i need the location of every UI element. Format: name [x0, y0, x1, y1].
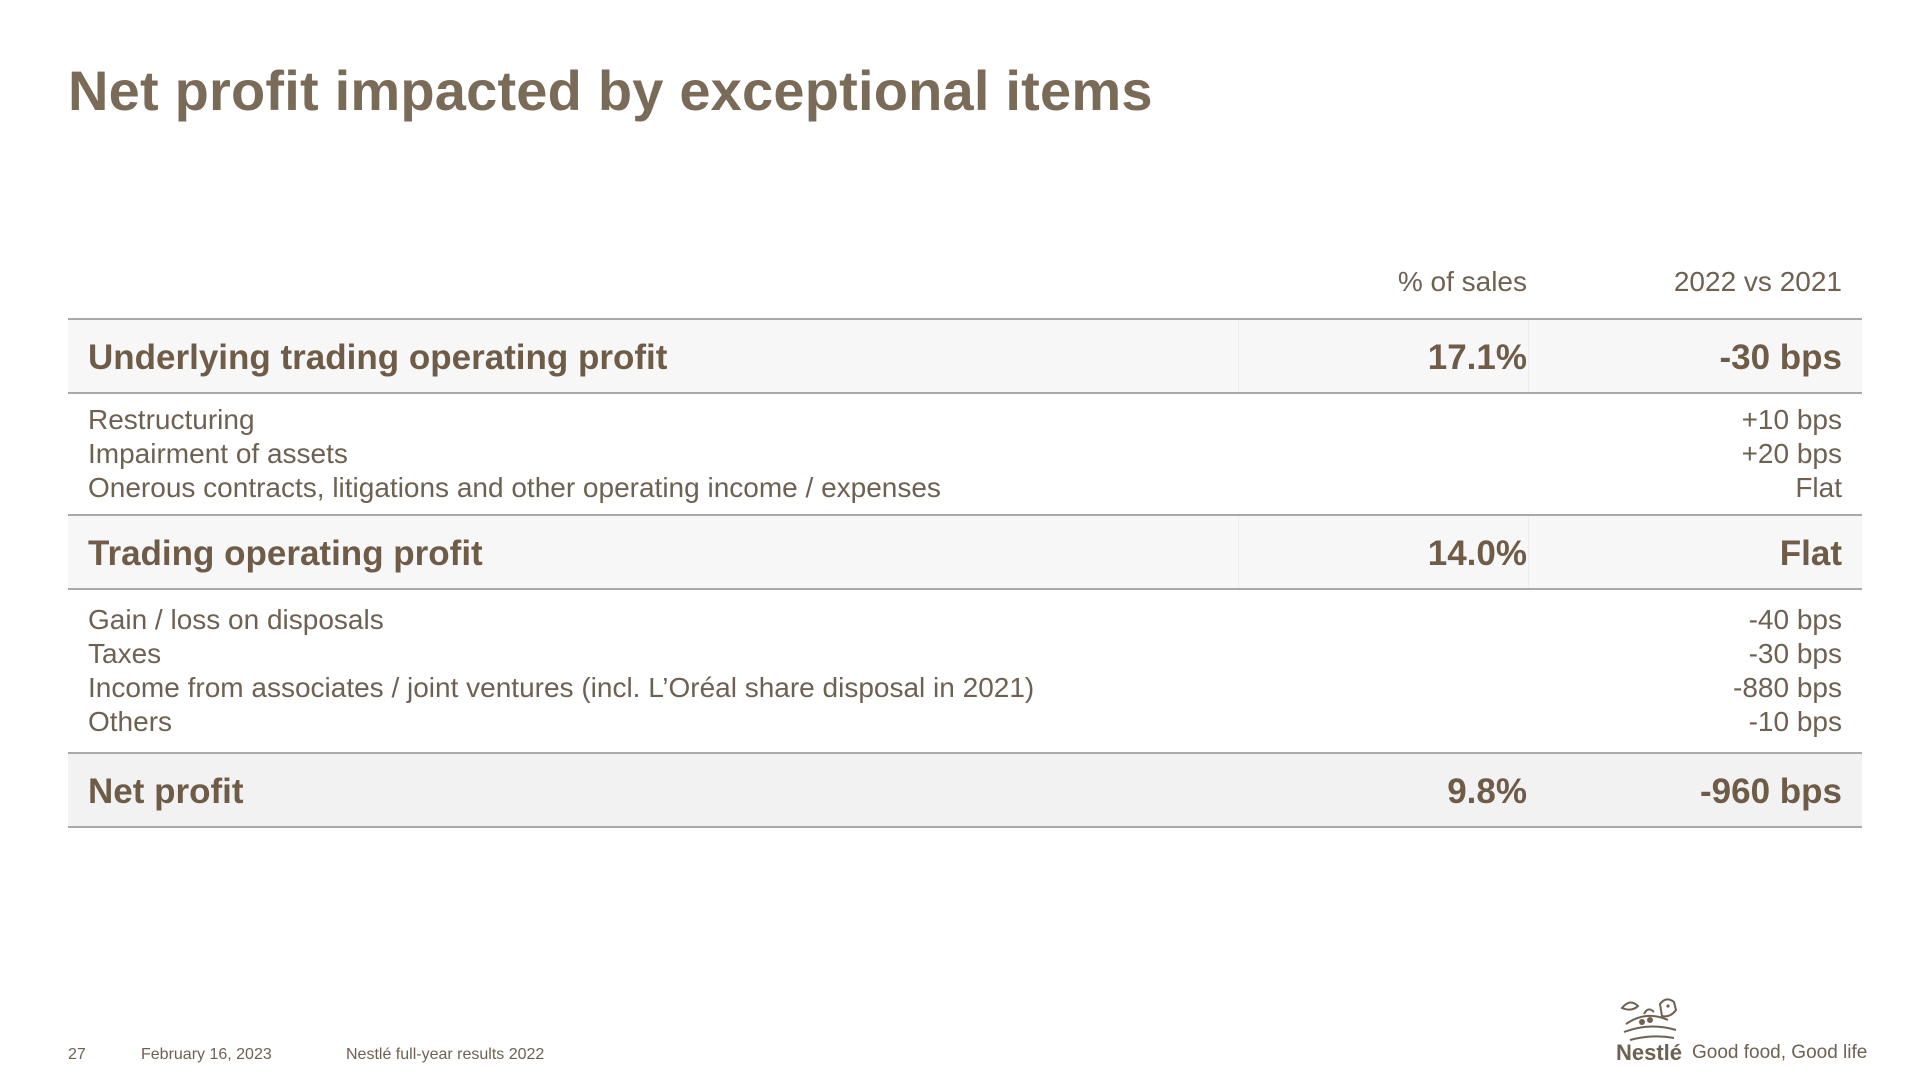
- detail-group-operating: Restructuring +10 bps Impairment of asse…: [68, 394, 1862, 514]
- detail-value: +10 bps: [1741, 404, 1842, 435]
- detail-label: Restructuring: [88, 404, 255, 435]
- footer-page-number: 27: [68, 1046, 86, 1063]
- brand-tagline: Good food, Good life: [1692, 1042, 1868, 1063]
- column-header-change: 2022 vs 2021: [1673, 266, 1842, 297]
- detail-value: -880 bps: [1733, 672, 1842, 703]
- row-label: Underlying trading operating profit: [88, 338, 668, 377]
- row-trading-operating-profit: Trading operating profit 14.0% Flat: [68, 514, 1862, 590]
- detail-label: Others: [88, 706, 173, 737]
- column-divider: [1238, 320, 1239, 392]
- detail-value: -30 bps: [1748, 638, 1842, 669]
- footer-date: February 16, 2023: [141, 1046, 272, 1063]
- row-pct-sales: 14.0%: [1427, 534, 1527, 573]
- detail-row-gain-loss-disposals: Gain / loss on disposals -40 bps: [68, 604, 1862, 638]
- detail-row-associates: Income from associates / joint ventures …: [68, 672, 1862, 706]
- detail-value: -10 bps: [1748, 706, 1842, 737]
- detail-row-others: Others -10 bps: [68, 706, 1862, 740]
- detail-row-onerous-contracts: Onerous contracts, litigations and other…: [68, 472, 1862, 506]
- nestle-nest-logo-icon: [1620, 998, 1678, 1041]
- detail-group-non-operating: Gain / loss on disposals -40 bps Taxes -…: [68, 590, 1862, 752]
- detail-value: Flat: [1795, 472, 1842, 503]
- row-pct-sales: 17.1%: [1427, 338, 1527, 377]
- footer-document-title: Nestlé full-year results 2022: [346, 1046, 545, 1063]
- row-label: Net profit: [88, 772, 244, 811]
- row-change: -960 bps: [1700, 772, 1842, 811]
- row-change: -30 bps: [1719, 338, 1842, 377]
- detail-label: Taxes: [88, 638, 162, 669]
- detail-label: Onerous contracts, litigations and other…: [88, 472, 941, 503]
- brand-name: Nestlé: [1616, 1040, 1683, 1065]
- detail-row-impairment: Impairment of assets +20 bps: [68, 438, 1862, 472]
- column-divider: [1238, 516, 1239, 588]
- detail-label: Impairment of assets: [88, 438, 348, 469]
- column-headers: % of sales 2022 vs 2021: [68, 258, 1862, 318]
- row-net-profit: Net profit 9.8% -960 bps: [68, 752, 1862, 828]
- detail-row-taxes: Taxes -30 bps: [68, 638, 1862, 672]
- detail-value: +20 bps: [1741, 438, 1842, 469]
- column-divider: [1528, 320, 1529, 392]
- row-pct-sales: 9.8%: [1447, 772, 1527, 811]
- row-underlying-trading-operating-profit: Underlying trading operating profit 17.1…: [68, 318, 1862, 394]
- detail-row-restructuring: Restructuring +10 bps: [68, 404, 1862, 438]
- row-label: Trading operating profit: [88, 534, 483, 573]
- detail-label: Gain / loss on disposals: [88, 604, 384, 635]
- profit-bridge-table: % of sales 2022 vs 2021 Underlying tradi…: [68, 258, 1862, 828]
- row-change: Flat: [1779, 534, 1842, 573]
- slide-title: Net profit impacted by exceptional items: [68, 59, 1153, 122]
- detail-value: -40 bps: [1748, 604, 1842, 635]
- column-divider: [1528, 516, 1529, 588]
- column-header-pct-sales: % of sales: [1397, 266, 1527, 297]
- detail-label: Income from associates / joint ventures …: [88, 672, 1035, 703]
